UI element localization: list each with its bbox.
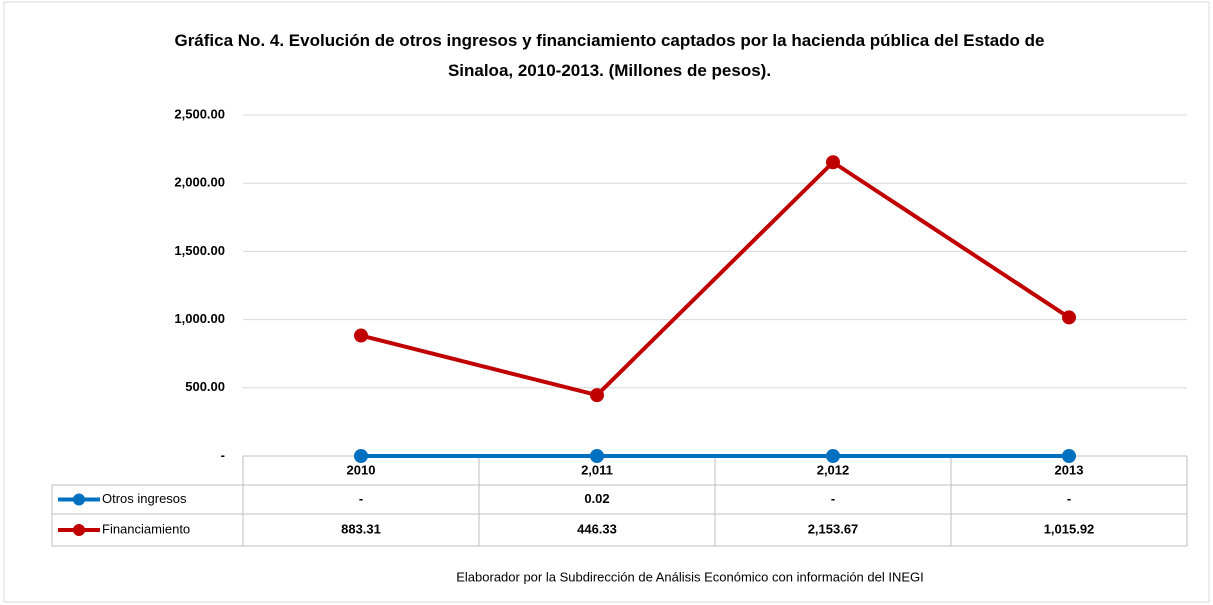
data-label: 446.33 [577,521,617,536]
chart-title: Gráfica No. 4. Evolución de otros ingres… [174,31,1045,80]
point-marker [826,155,840,170]
data-label: - [831,491,835,506]
point-marker [590,448,604,463]
x-tick-label: 2,011 [581,462,613,477]
x-tick-label: 2013 [1055,462,1084,477]
point-marker [826,449,840,463]
y-tick-label: 1,000.00 [174,311,225,326]
point-marker [1062,310,1076,325]
series-line [360,160,1071,398]
y-tick-label: 500.00 [185,379,225,394]
data-label: - [1067,491,1071,506]
chart-border [3,1,1210,603]
point-marker [354,328,368,343]
y-tick-label: 1,500.00 [174,243,225,258]
legend-marker [73,524,85,536]
legend-marker [73,493,85,506]
legend-label: Financiamiento [102,521,190,536]
y-tick-label: - [221,447,225,462]
y-tick-label: 2,000.00 [174,175,225,190]
x-tick-label: 2010 [347,462,376,477]
legend-label: Otros ingresos [102,491,187,506]
data-label: 1,015.92 [1044,521,1095,536]
point-marker [354,449,368,463]
point-marker [590,388,604,403]
y-tick-label: 2,500.00 [174,106,225,121]
data-label: 0.02 [584,491,609,506]
data-label: - [359,491,363,506]
x-tick-label: 2,012 [817,462,850,477]
source-note: Elaborador por la Subdirección de Anális… [456,569,924,584]
point-marker [1062,449,1076,463]
data-label: 2,153.67 [808,521,859,536]
data-label: 883.31 [341,521,381,536]
